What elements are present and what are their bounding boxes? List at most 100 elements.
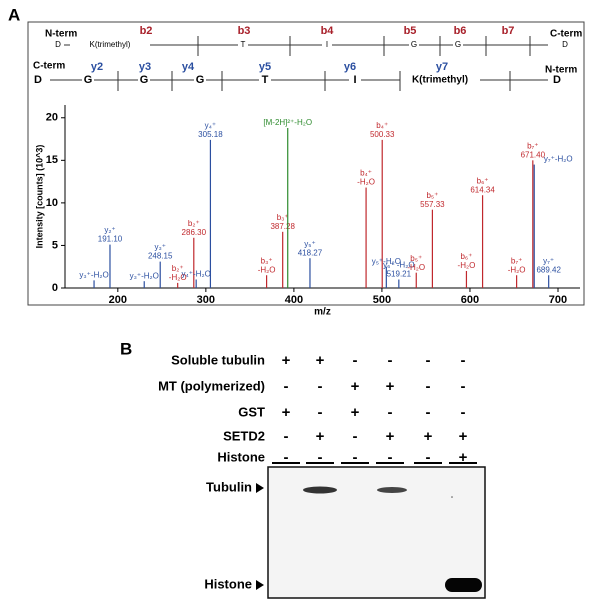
bg <box>82 74 94 87</box>
peak-label: 557.33 <box>420 200 445 209</box>
label: N-term <box>545 65 577 76</box>
peak-label: b₃⁺ <box>277 213 289 222</box>
peak-label: y₇⁺ <box>543 256 554 265</box>
bg <box>138 74 150 87</box>
label: - <box>461 404 466 421</box>
bg <box>400 74 480 87</box>
label: b7 <box>502 25 515 37</box>
bg <box>32 74 44 87</box>
peak-label: b₆⁺ <box>477 176 489 185</box>
panel-frame <box>27 21 585 306</box>
label: + <box>351 404 360 421</box>
peak-label: 671.40 <box>521 150 546 159</box>
peak-label: -H₂O <box>407 263 425 272</box>
peak-label: y₄⁺-H₂O <box>182 270 211 279</box>
label: - <box>284 449 289 466</box>
label: + <box>459 428 468 445</box>
label: SETD2 <box>223 428 265 443</box>
bg <box>560 39 570 51</box>
band <box>377 487 407 493</box>
y-tick-label: 5 <box>52 239 58 251</box>
label: - <box>284 378 289 395</box>
peak-label: 519.21 <box>387 270 412 279</box>
peak-label: -H₂O <box>357 178 375 187</box>
peak-label: y₃⁺-H₂O <box>79 270 108 279</box>
bg <box>53 39 63 51</box>
y-tick-label: 20 <box>46 112 58 124</box>
peak-label: b₄⁺ <box>376 121 388 130</box>
arrow <box>256 483 264 493</box>
peak-label: b₄⁺ <box>360 169 372 178</box>
arrow <box>256 580 264 590</box>
label: - <box>388 404 393 421</box>
label: MT (polymerized) <box>158 378 265 393</box>
label: y7 <box>436 61 448 73</box>
peak-label: y₂⁺ <box>104 226 115 235</box>
x-tick-label: 500 <box>373 294 391 306</box>
bg <box>349 74 361 87</box>
label: - <box>353 428 358 445</box>
label: + <box>282 404 291 421</box>
label: y4 <box>182 61 195 73</box>
peak-label: 191.10 <box>98 235 123 244</box>
label: T <box>262 74 269 86</box>
label: b3 <box>238 25 251 37</box>
band <box>303 486 337 494</box>
label: - <box>426 378 431 395</box>
label: y3 <box>139 61 151 73</box>
bg <box>322 39 332 51</box>
label: + <box>316 352 325 369</box>
label: Histone <box>204 576 252 591</box>
y-tick-label: 10 <box>46 197 58 209</box>
label: + <box>351 378 360 395</box>
label: D <box>55 40 61 49</box>
label: G <box>455 40 461 49</box>
panel-label: B <box>120 339 132 358</box>
peak-label: b₅⁺ <box>410 254 422 263</box>
y-tick-label: 15 <box>46 154 58 166</box>
peak-label: y₆⁺ -H₂O <box>383 261 414 270</box>
label: Histone <box>217 449 265 464</box>
label: - <box>318 378 323 395</box>
label: D <box>562 40 568 49</box>
x-tick-label: 400 <box>285 294 303 306</box>
y-axis-title: Intensity [counts] (10^3) <box>34 145 44 249</box>
bg <box>238 39 248 51</box>
label: K(trimethyl) <box>90 40 131 49</box>
label: b5 <box>404 25 417 37</box>
peak-label: 387.28 <box>270 222 295 231</box>
x-tick-label: 200 <box>109 294 127 306</box>
label: + <box>316 428 325 445</box>
label: C-term <box>550 29 582 40</box>
peak-label: y₅⁺-H₂O <box>372 257 401 266</box>
label: y5 <box>259 61 271 73</box>
band <box>445 578 482 592</box>
label: N-term <box>45 29 77 40</box>
label: D <box>34 74 42 86</box>
label: y2 <box>91 61 103 73</box>
bg <box>551 74 563 87</box>
x-axis-title: m/z <box>314 307 331 318</box>
label: + <box>386 428 395 445</box>
peak-label: b₅⁺ <box>426 191 438 200</box>
peak-label: y₄⁺ <box>205 121 217 130</box>
speck <box>451 496 453 498</box>
label: y6 <box>344 61 356 73</box>
label: GST <box>238 404 265 419</box>
bg <box>70 39 150 51</box>
peak-label: 500.33 <box>370 130 395 139</box>
peak-label: -H₂O <box>508 265 526 274</box>
peak-label: y₃⁺-H₂O <box>130 271 159 280</box>
label: + <box>459 449 468 466</box>
peak-label: -H₂O <box>169 273 187 282</box>
peak-label: b₆⁺ <box>460 252 472 261</box>
label: - <box>353 449 358 466</box>
peak-label: -H₂O <box>258 265 276 274</box>
label: Tubulin <box>206 479 252 494</box>
label: - <box>426 404 431 421</box>
label: + <box>424 428 433 445</box>
x-tick-label: 700 <box>549 294 567 306</box>
bg <box>453 39 463 51</box>
bg <box>409 39 419 51</box>
